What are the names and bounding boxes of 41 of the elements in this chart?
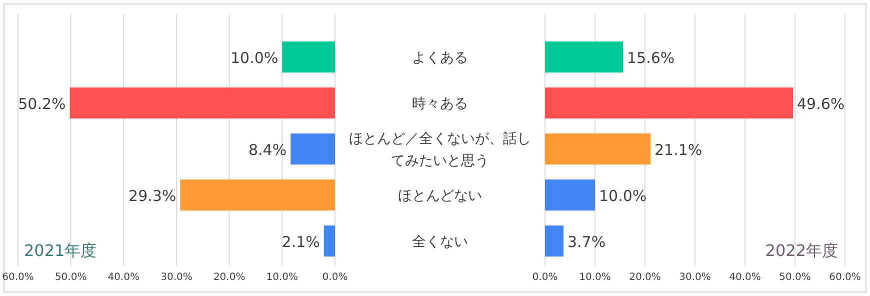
text: 2021年度 [24, 241, 97, 260]
bar [282, 42, 335, 72]
data-label: 29.3% [128, 187, 176, 205]
bar [545, 88, 793, 118]
bar [290, 134, 335, 164]
data-label: 50.2% [18, 95, 66, 113]
data-label: 49.6% [797, 95, 845, 113]
data-label: 10.0% [230, 49, 278, 67]
bar [545, 134, 650, 164]
y-tick-label: 時々ある [412, 96, 468, 112]
x-tick-label: 50.0% [54, 272, 87, 283]
bar [545, 180, 595, 210]
x-tick-label: 30.0% [679, 272, 711, 283]
y-tick-label: よくある [412, 50, 468, 66]
bar [180, 180, 335, 210]
x-tick-label: 10.0% [579, 272, 611, 283]
y-tick-label: ほとんどない [398, 188, 482, 204]
bar [545, 226, 564, 256]
x-tick-label: 30.0% [160, 272, 192, 283]
x-tick-label: 60.0% [2, 272, 34, 283]
data-label: 15.6% [627, 49, 675, 67]
data-label: 2.1% [282, 233, 320, 251]
y-tick-label: ほとんど／全くないが、話してみたいと思う [349, 131, 531, 169]
y-tick-label: 全くない [412, 234, 468, 250]
bar [324, 226, 335, 256]
x-tick-label: 10.0% [266, 272, 298, 283]
x-tick-label: 20.0% [213, 272, 246, 283]
data-label: 21.1% [654, 141, 702, 159]
x-tick-label: 40.0% [108, 272, 140, 283]
text: 2022年度 [765, 241, 838, 260]
x-tick-label: 60.0% [829, 272, 861, 283]
x-tick-label: 20.0% [629, 272, 661, 283]
x-tick-label: 50.0% [779, 272, 811, 283]
x-tick-label: 0.0% [532, 272, 558, 283]
bar [545, 42, 623, 72]
x-tick-label: 0.0% [322, 272, 348, 283]
data-label: 8.4% [248, 141, 287, 159]
bar [70, 88, 335, 118]
x-tick-label: 40.0% [729, 272, 761, 283]
data-label: 10.0% [599, 187, 647, 205]
data-label: 3.7% [568, 233, 606, 251]
